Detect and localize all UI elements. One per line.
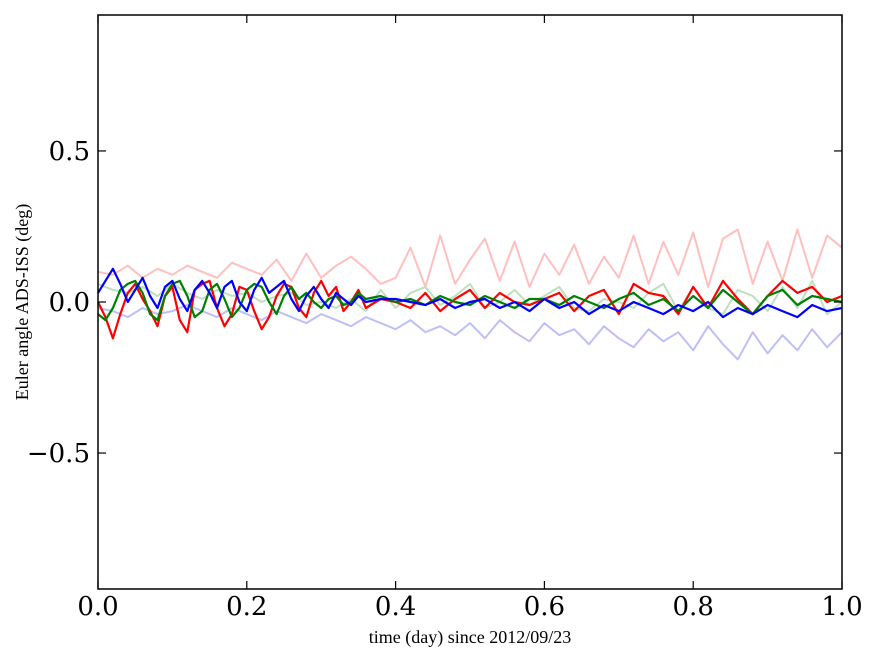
x-tick-label: 0.2 bbox=[226, 592, 267, 622]
x-tick-label: 1.0 bbox=[821, 592, 862, 622]
x-axis-label: time (day) since 2012/09/23 bbox=[369, 627, 571, 648]
x-tick-label: 0.6 bbox=[524, 592, 565, 622]
x-tick-label: 0.0 bbox=[77, 592, 118, 622]
x-tick-label: 0.4 bbox=[375, 592, 416, 622]
y-tick-label: 0.5 bbox=[49, 137, 90, 167]
tick-layer: 0.0 0.2 0.4 0.6 0.8 1.0 −0.5 0.0 0.5 bbox=[27, 15, 863, 622]
y-axis-label: Euler angle ADS-ISS (deg) bbox=[12, 204, 33, 400]
series-line-6 bbox=[97, 267, 843, 319]
y-tick-label: −0.5 bbox=[27, 439, 90, 469]
y-tick-label: 0.0 bbox=[49, 288, 90, 318]
series-line-3 bbox=[97, 304, 843, 361]
series-line-1 bbox=[97, 228, 843, 288]
series-line-2 bbox=[97, 279, 843, 316]
series-layer bbox=[97, 228, 843, 361]
x-tick-label: 0.8 bbox=[673, 592, 714, 622]
